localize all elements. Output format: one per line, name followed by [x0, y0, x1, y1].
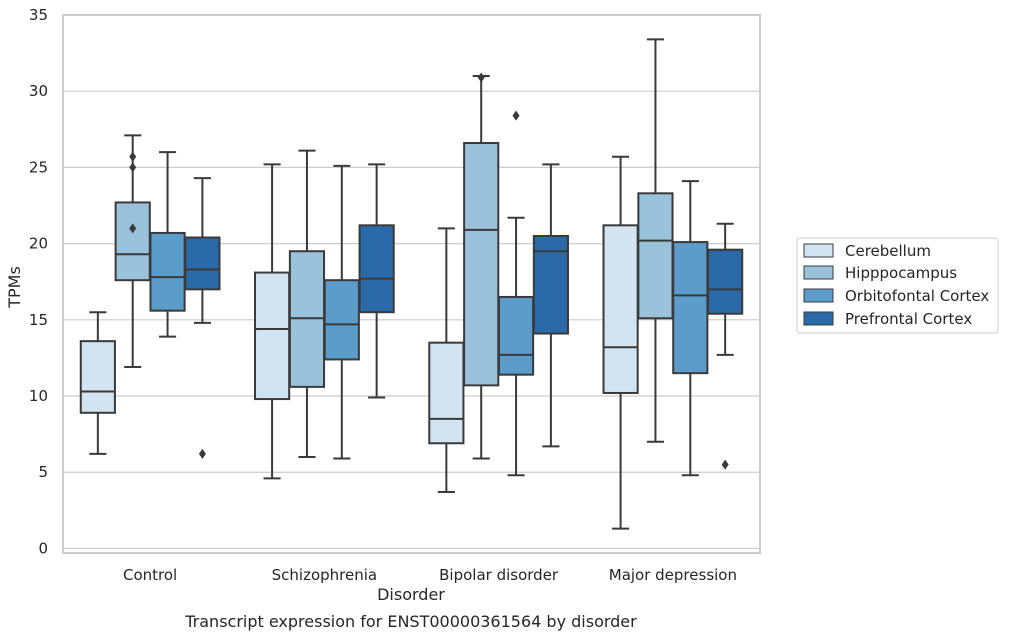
outlier-point	[512, 110, 520, 121]
y-tick-label-20: 20	[29, 235, 48, 253]
legend-label-hipppocampus: Hipppocampus	[845, 264, 957, 282]
y-tick-label-30: 30	[29, 82, 48, 100]
box-prefrontal-cortex-schizophrenia	[358, 163, 395, 399]
legend-entry-prefrontal-cortex: Prefrontal Cortex	[803, 310, 972, 328]
outlier-point	[721, 459, 729, 470]
legend-swatch-cerebellum	[803, 243, 834, 258]
legend-label-cerebellum: Cerebellum	[845, 242, 931, 260]
box-body	[254, 271, 291, 401]
box-body	[602, 224, 639, 394]
legend-label-prefrontal-cortex: Prefrontal Cortex	[845, 310, 972, 328]
legend-swatch-prefrontal-cortex	[803, 311, 834, 326]
box-hipppocampus-bipolar-disorder	[463, 72, 500, 460]
legend-entry-orbitofontal-cortex: Orbitofontal Cortex	[803, 287, 989, 305]
x-axis-label: Disorder	[377, 585, 445, 604]
legend-label-orbitofontal-cortex: Orbitofontal Cortex	[845, 287, 989, 305]
box-body	[79, 340, 116, 414]
box-body	[149, 231, 186, 312]
box-prefrontal-cortex-bipolar-disorder	[532, 163, 569, 448]
box-cerebellum-control	[79, 311, 116, 455]
box-prefrontal-cortex-control	[184, 177, 221, 459]
x-tick-label-bipolar-disorder: Bipolar disorder	[439, 566, 559, 584]
x-tick-label-control: Control	[123, 566, 177, 584]
box-prefrontal-cortex-major-depression	[707, 222, 744, 470]
box-body	[497, 295, 535, 376]
legend-swatch-orbitofontal-cortex	[803, 288, 834, 303]
legend-swatch-hipppocampus	[803, 265, 834, 280]
y-tick-label-25: 25	[29, 158, 48, 176]
box-orbitofontal-cortex-control	[149, 151, 186, 338]
legend-entry-cerebellum: Cerebellum	[803, 242, 931, 260]
legend-frame	[796, 237, 999, 334]
y-tick-labels: 0 5 10 15 20 25 30 35	[29, 6, 48, 557]
y-axis-label: TPMs	[5, 266, 24, 309]
legend-entry-hipppocampus: Hipppocampus	[803, 264, 957, 282]
box-body	[358, 224, 395, 314]
box-body	[184, 236, 221, 291]
box-body	[637, 192, 674, 320]
box-body	[672, 241, 709, 375]
box-cerebellum-schizophrenia	[254, 163, 291, 480]
y-tick-label-10: 10	[29, 387, 48, 405]
x-tick-labels: Control Schizophrenia Bipolar disorder Majo…	[123, 566, 737, 584]
box-body	[428, 341, 465, 445]
y-tick-label-15: 15	[29, 311, 48, 329]
outlier-point	[477, 72, 485, 83]
y-tick-label-35: 35	[29, 6, 48, 24]
box-body	[114, 201, 151, 282]
outlier-point	[129, 151, 137, 162]
box-orbitofontal-cortex-schizophrenia	[323, 164, 360, 460]
x-tick-label-major-depression: Major depression	[609, 566, 737, 584]
chart-caption: Transcript expression for ENST0000036156…	[184, 612, 637, 631]
legend: Cerebellum Hipppocampus Orbitofontal Cor…	[796, 237, 999, 334]
outlier-point	[198, 448, 206, 459]
box-cerebellum-major-depression	[602, 155, 639, 530]
box-body	[463, 142, 500, 387]
box-groups	[79, 38, 744, 530]
box-hipppocampus-major-depression	[637, 38, 674, 443]
x-tick-label-schizophrenia: Schizophrenia	[272, 566, 377, 584]
box-cerebellum-bipolar-disorder	[428, 227, 465, 494]
box-orbitofontal-cortex-major-depression	[672, 180, 709, 477]
box-hipppocampus-schizophrenia	[288, 149, 326, 458]
box-orbitofontal-cortex-bipolar-disorder	[497, 110, 535, 477]
outlier-point	[129, 162, 137, 173]
outlier-point	[129, 223, 137, 234]
box-hipppocampus-control	[114, 134, 151, 369]
y-tick-label-0: 0	[38, 539, 48, 557]
plot-frame	[62, 14, 761, 554]
box-body	[707, 248, 744, 315]
y-tick-label-5: 5	[38, 463, 48, 481]
box-body	[532, 234, 569, 335]
box-body	[323, 279, 360, 361]
